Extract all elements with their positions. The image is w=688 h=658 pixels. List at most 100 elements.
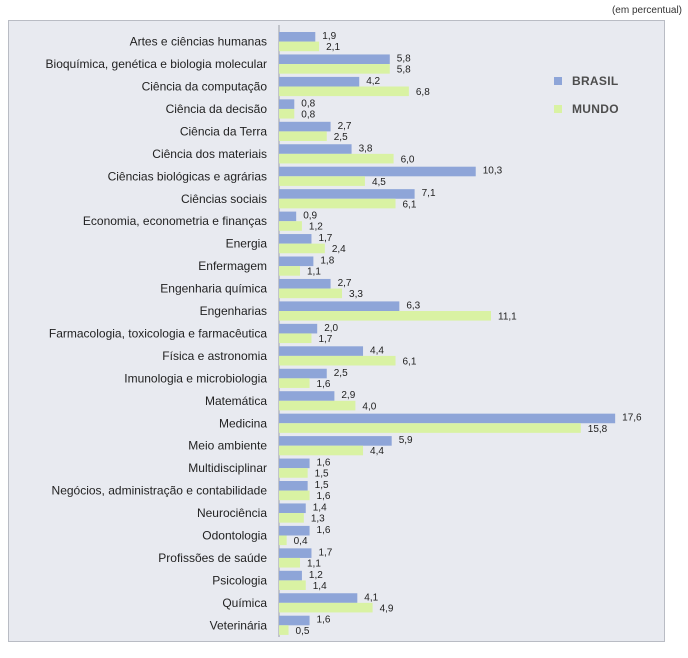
category-label: Ciência da computação (142, 80, 268, 94)
value-label-brasil: 0,9 (303, 211, 317, 222)
value-label-mundo: 5,8 (397, 65, 411, 76)
legend-item-brasil: BRASIL (554, 74, 618, 88)
bar-brasil (279, 301, 400, 311)
value-label-mundo: 1,3 (311, 514, 325, 525)
bar-brasil (279, 323, 318, 334)
bar-mundo (279, 423, 581, 433)
bar-brasil (279, 593, 358, 603)
bar-mundo (279, 490, 310, 501)
category-label: Multidisciplinar (188, 461, 267, 475)
bar-brasil (279, 54, 390, 65)
value-label-mundo: 4,4 (370, 446, 384, 457)
value-label-mundo: 1,7 (318, 334, 332, 345)
value-label-brasil: 7,1 (422, 188, 436, 199)
value-label-mundo: 6,8 (416, 87, 430, 98)
bar-mundo (279, 333, 312, 344)
bar-mundo (279, 243, 325, 254)
bar-mundo (279, 513, 304, 523)
bar-mundo (279, 602, 373, 613)
legend-label-mundo: MUNDO (572, 102, 619, 116)
value-label-mundo: 2,1 (326, 42, 340, 53)
bar-mundo (279, 580, 306, 590)
category-label: Imunologia e microbiologia (124, 371, 267, 385)
bar-brasil (279, 413, 616, 424)
legend-swatch-mundo (554, 105, 562, 113)
value-label-brasil: 1,7 (318, 547, 332, 558)
bar-brasil (279, 525, 310, 536)
bar-mundo (279, 266, 301, 276)
bar-mundo (279, 176, 365, 186)
bar-mundo (279, 288, 343, 299)
category-label: Meio ambiente (188, 439, 267, 453)
category-label: Neurociência (197, 506, 267, 520)
value-label-brasil: 1,6 (317, 525, 331, 536)
value-label-mundo: 1,1 (307, 558, 321, 569)
bar-brasil (279, 234, 312, 244)
value-label-brasil: 1,5 (315, 480, 329, 491)
category-label: Economia, econometria e finanças (83, 214, 267, 228)
category-label: Engenharias (200, 304, 267, 318)
category-label: Física e astronomia (162, 349, 267, 363)
value-label-mundo: 0,4 (294, 536, 308, 547)
value-label-brasil: 2,5 (334, 368, 348, 379)
value-label-brasil: 3,8 (359, 143, 373, 154)
unit-label: (em percentual) (611, 5, 682, 16)
value-label-brasil: 1,8 (320, 256, 334, 267)
value-label-mundo: 2,4 (332, 244, 346, 255)
value-label-mundo: 0,5 (296, 626, 310, 637)
value-label-brasil: 1,4 (313, 502, 327, 513)
category-label: Veterinária (210, 618, 268, 632)
category-label: Artes e ciências humanas (130, 35, 267, 49)
bar-mundo (279, 378, 310, 388)
value-label-mundo: 6,0 (401, 154, 415, 165)
value-label-mundo: 4,9 (380, 603, 394, 614)
chart-legend: BRASIL MUNDO (554, 69, 649, 121)
value-label-brasil: 2,9 (341, 390, 355, 401)
bar-mundo (279, 557, 301, 568)
bar-brasil (279, 548, 312, 558)
value-label-mundo: 15,8 (588, 424, 608, 435)
category-label: Farmacologia, toxicologia e farmacêutica (49, 326, 267, 340)
value-label-brasil: 2,7 (338, 278, 352, 289)
value-label-brasil: 1,6 (317, 458, 331, 469)
value-label-brasil: 6,3 (406, 300, 420, 311)
bar-mundo (279, 64, 390, 74)
bar-mundo (279, 445, 364, 456)
bar-brasil (279, 32, 316, 42)
value-label-brasil: 4,4 (370, 345, 384, 356)
value-label-brasil: 4,1 (364, 592, 378, 603)
value-label-mundo: 11,1 (498, 312, 517, 323)
bar-mundo (279, 535, 287, 546)
value-label-mundo: 1,6 (317, 491, 331, 502)
bar-brasil (279, 503, 306, 514)
bar-brasil (279, 144, 352, 154)
bar-brasil (279, 481, 308, 491)
legend-item-mundo: MUNDO (554, 102, 619, 116)
bar-brasil (279, 166, 476, 177)
category-label: Psicologia (212, 573, 267, 587)
value-label-mundo: 6,1 (403, 199, 417, 210)
value-label-brasil: 2,0 (324, 323, 338, 334)
bar-mundo (279, 311, 492, 321)
bar-brasil (279, 615, 310, 626)
category-label: Ciências biológicas e agrárias (108, 169, 267, 183)
category-label: Engenharia química (160, 282, 267, 296)
category-label: Bioquímica, genética e biologia molecula… (46, 57, 267, 71)
value-label-brasil: 4,2 (366, 76, 380, 87)
value-label-mundo: 1,5 (315, 469, 329, 480)
legend-swatch-brasil (554, 77, 562, 85)
bar-mundo (279, 355, 396, 366)
bar-mundo (279, 153, 394, 164)
bar-mundo (279, 468, 308, 478)
bar-brasil (279, 76, 360, 87)
legend-label-brasil: BRASIL (572, 74, 619, 88)
value-label-mundo: 4,5 (372, 177, 386, 188)
value-label-brasil: 5,9 (399, 435, 413, 446)
bar-brasil (279, 570, 302, 581)
bar-brasil (279, 99, 295, 109)
bar-mundo (279, 625, 289, 635)
value-label-brasil: 1,7 (318, 233, 332, 244)
bar-brasil (279, 458, 310, 469)
category-label: Ciência dos materiais (152, 147, 267, 161)
value-label-mundo: 1,1 (307, 267, 321, 278)
